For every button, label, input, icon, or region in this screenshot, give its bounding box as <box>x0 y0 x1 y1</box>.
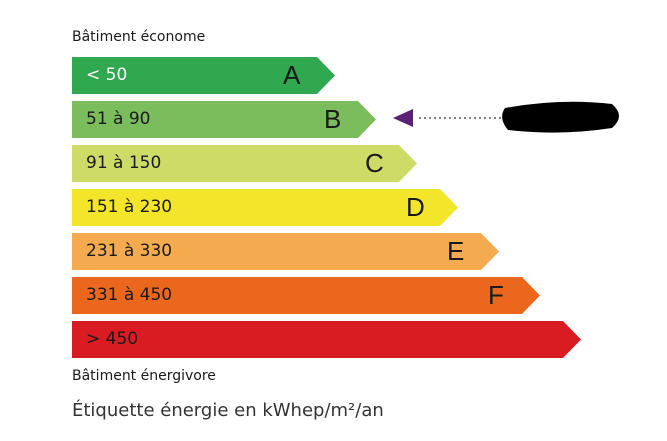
bottom-label: Bâtiment énergivore <box>72 368 216 384</box>
energy-class-g: > 450 <box>72 321 581 358</box>
class-bar-shape <box>72 321 581 358</box>
class-range: 231 à 330 <box>86 241 173 261</box>
class-range: 331 à 450 <box>86 285 173 305</box>
class-range: 91 à 150 <box>86 153 162 173</box>
class-range: < 50 <box>86 65 128 85</box>
footer-caption: Étiquette énergie en kWhep/m²/an <box>72 400 384 421</box>
class-range: 51 à 90 <box>86 109 151 129</box>
energy-class-c: 91 à 150 C <box>72 145 417 182</box>
class-letter: E <box>447 236 465 266</box>
class-bar-shape <box>72 277 540 314</box>
energy-class-b: 51 à 90 B <box>72 101 376 138</box>
class-bar-shape <box>72 145 417 182</box>
class-letter: B <box>324 104 342 134</box>
energy-class-e: 231 à 330 E <box>72 233 499 270</box>
indicator-arrow-icon <box>393 109 413 127</box>
energy-class-a: < 50 A <box>72 57 335 94</box>
class-letter: D <box>406 192 425 222</box>
class-bar-shape <box>72 233 499 270</box>
class-bar-shape <box>72 57 335 94</box>
class-range: > 450 <box>86 329 139 349</box>
redaction-mark <box>502 101 619 133</box>
class-letter: C <box>365 148 384 178</box>
top-label: Bâtiment économe <box>72 29 206 45</box>
energy-class-d: 151 à 230 D <box>72 189 458 226</box>
energy-class-f: 331 à 450 F <box>72 277 540 314</box>
class-letter: A <box>283 60 301 90</box>
class-bar-shape <box>72 101 376 138</box>
class-letter: F <box>488 280 504 310</box>
class-range: 151 à 230 <box>86 197 173 217</box>
class-bar-shape <box>72 189 458 226</box>
